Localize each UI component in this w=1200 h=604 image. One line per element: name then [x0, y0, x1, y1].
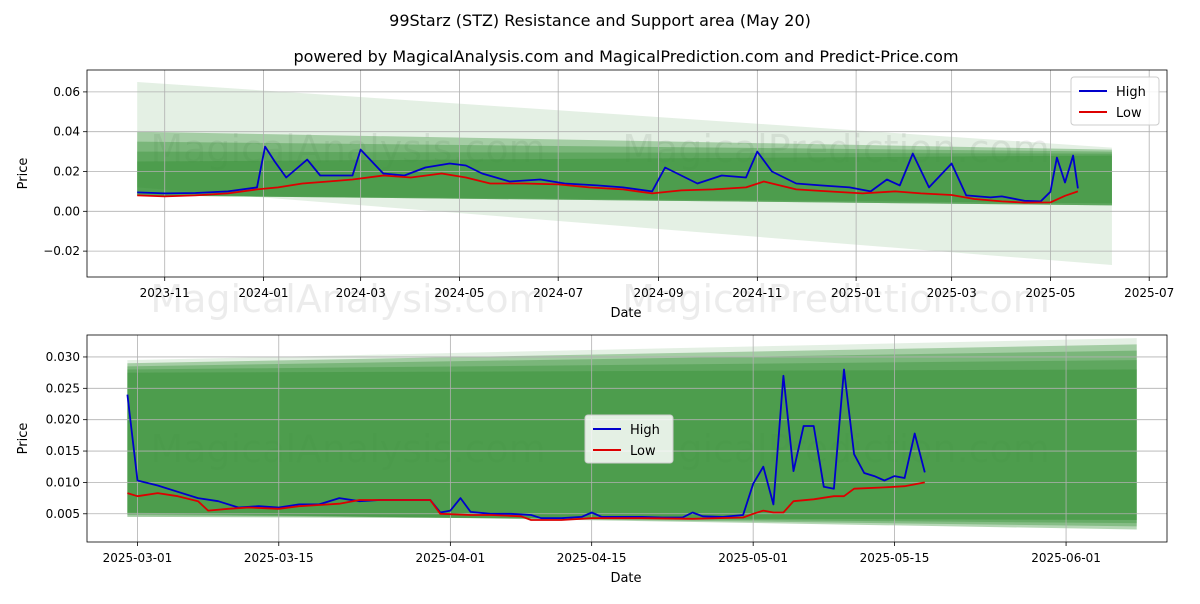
x-axis-label: Date	[610, 571, 641, 586]
y-tick-label: 0.005	[46, 507, 80, 521]
band-layer	[137, 141, 1112, 206]
y-tick-label: 0.015	[46, 444, 80, 458]
y-tick-label: 0.06	[53, 85, 80, 99]
legend-label-high: High	[630, 423, 660, 438]
x-tick-label: 2024-03	[336, 286, 386, 300]
plot-frame	[86, 334, 1168, 543]
y-tick-label: 0.00	[53, 204, 80, 218]
band-layer	[137, 131, 1112, 204]
y-tick-label: 0.020	[46, 413, 80, 427]
watermark-5: MagicalAnalysis.com	[150, 427, 545, 471]
legend-label-low: Low	[630, 444, 656, 459]
x-tick-label: 2025-05-01	[718, 551, 788, 565]
x-tick-label: 2025-03-01	[103, 551, 173, 565]
series-line-high	[137, 145, 1079, 203]
y-tick-label: 0.025	[46, 381, 80, 395]
x-tick-label: 2025-03-15	[244, 551, 314, 565]
x-tick-label: 2024-09	[634, 286, 684, 300]
series-line-low	[137, 172, 1079, 204]
legend-label-high: High	[1116, 85, 1146, 100]
series-line-high	[126, 368, 926, 520]
x-tick-label: 2025-04-15	[557, 551, 627, 565]
x-tick-label: 2025-06-01	[1031, 551, 1101, 565]
watermark-3: MagicalAnalysis.com	[150, 277, 545, 321]
chart-subtitle: powered by MagicalAnalysis.com and Magic…	[293, 47, 958, 66]
x-axis-label: Date	[610, 306, 641, 321]
x-tick-label: 2024-11	[732, 286, 782, 300]
band-layer	[137, 81, 1112, 266]
x-tick-label: 2025-01	[831, 286, 881, 300]
plot-panel-2: 2025-03-01 2025-03-15 2025-04-01 2025-04-15…	[16, 334, 1168, 586]
plot-panel-1: 2023-11 2024-01 2024-03 2024-05 2024-07 2024-…	[16, 69, 1174, 321]
plot-frame	[86, 69, 1168, 278]
y-tick-label: 0.030	[46, 350, 80, 364]
x-tick-label: 2024-01	[238, 286, 288, 300]
band-layer	[137, 151, 1112, 206]
chart-title: 99Starz (STZ) Resistance and Support are…	[389, 11, 811, 30]
x-tick-label: 2025-05	[1025, 286, 1075, 300]
watermark-4: MagicalPrediction.com	[622, 277, 1050, 321]
y-tick-label: 0.04	[53, 125, 80, 139]
y-axis-label: Price	[16, 423, 31, 455]
y-axis-label: Price	[16, 158, 31, 190]
x-tick-label: 2025-07	[1124, 286, 1174, 300]
watermark-2: MagicalPrediction.com	[622, 127, 1050, 171]
legend: High Low	[1070, 76, 1160, 126]
x-tick-label: 2025-05-15	[860, 551, 930, 565]
x-tick-label: 2024-05	[434, 286, 484, 300]
y-tick-label: −0.02	[43, 244, 80, 258]
x-tick-label: 2025-04-01	[415, 551, 485, 565]
watermark-1: MagicalAnalysis.com	[150, 127, 545, 171]
legend: High Low	[584, 414, 674, 464]
series-line-low	[127, 481, 925, 521]
x-tick-label: 2024-07	[533, 286, 583, 300]
legend-label-low: Low	[1116, 106, 1142, 121]
x-tick-label: 2023-11	[140, 286, 190, 300]
y-tick-label: 0.02	[53, 165, 80, 179]
y-tick-label: 0.010	[46, 475, 80, 489]
x-tick-label: 2025-03	[927, 286, 977, 300]
